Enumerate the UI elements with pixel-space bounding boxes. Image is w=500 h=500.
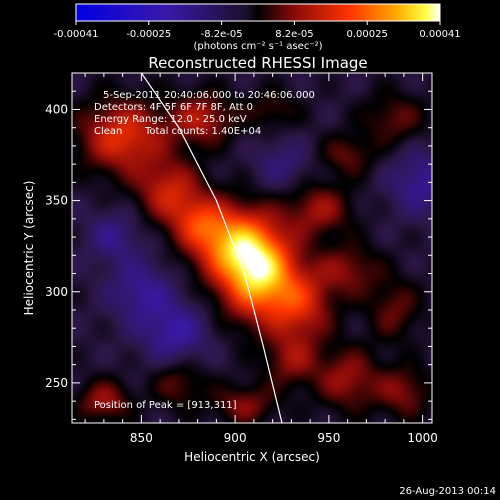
y-tick-label: 250 <box>45 376 68 390</box>
x-tick-label: 950 <box>317 431 340 445</box>
x-tick-label: 850 <box>130 431 153 445</box>
heatmap-image <box>72 73 432 423</box>
clean-label: Clean <box>94 126 122 137</box>
x-tick-label: 900 <box>224 431 247 445</box>
plot-frame <box>71 72 433 424</box>
y-axis-label: Heliocentric Y (arcsec) <box>22 181 36 316</box>
colorbar-unit-label: (photons cm⁻² s⁻¹ asec⁻²) <box>193 41 322 52</box>
peak-position-label: Position of Peak = [913,311] <box>94 400 237 411</box>
colorbar-tick-label: 8.2e-05 <box>275 29 313 40</box>
colorbar: -0.00041 -0.00025 -8.2e-05 8.2e-05 0.00025 0.… <box>54 3 461 52</box>
energy-range-label: Energy Range: 12.0 - 25.0 keV <box>94 114 247 125</box>
colorbar-tick-label: 0.00025 <box>347 29 388 40</box>
solar-limb-line <box>140 73 283 423</box>
x-axis-label: Heliocentric X (arcsec) <box>184 450 320 464</box>
y-tick-label: 300 <box>45 285 68 299</box>
colorbar-tick-label: -0.00025 <box>126 29 171 40</box>
footer-timestamp: 26-Aug-2013 00:14 <box>399 486 496 497</box>
chart-title: Reconstructed RHESSI Image <box>148 54 367 72</box>
colorbar-gradient <box>75 3 441 22</box>
colorbar-tick-label: -0.00041 <box>54 29 99 40</box>
time-range-label: 5-Sep-2011 20:40:06.000 to 20:46:06.000 <box>103 90 315 101</box>
total-counts-label: Total counts: 1.40E+04 <box>144 126 261 137</box>
y-tick-label: 350 <box>45 194 68 208</box>
colorbar-tick-label: -8.2e-05 <box>201 29 243 40</box>
annotations: 5-Sep-2011 20:40:06.000 to 20:46:06.000 … <box>94 90 315 411</box>
detectors-label: Detectors: 4F 5F 6F 7F 8F, Att 0 <box>94 102 253 113</box>
x-tick-label: 1000 <box>407 431 438 445</box>
colorbar-tick-label: 0.00041 <box>419 29 460 40</box>
y-tick-label: 400 <box>45 102 68 116</box>
plot-area: 850 900 950 1000 250 300 350 400 <box>45 72 438 445</box>
